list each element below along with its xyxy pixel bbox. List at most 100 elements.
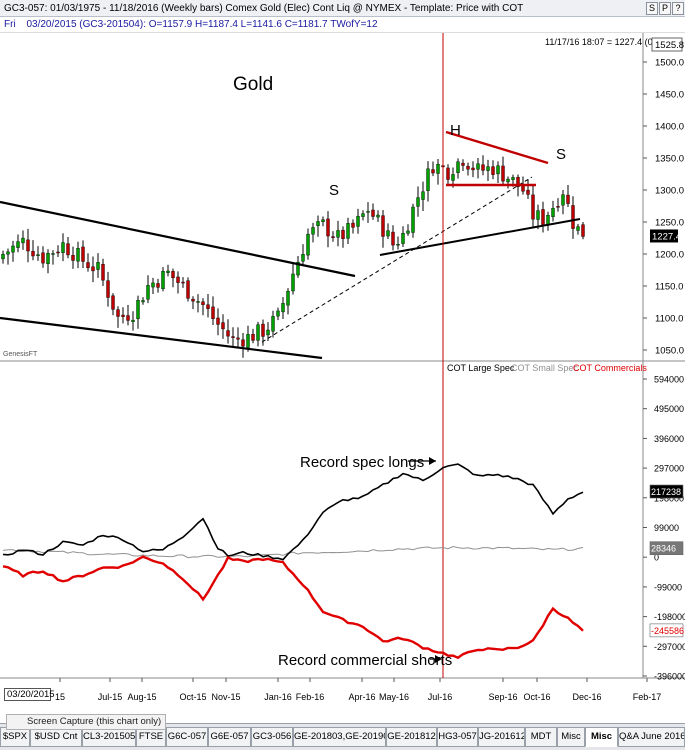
series-large-spec bbox=[2, 463, 584, 561]
red-top-line bbox=[445, 130, 549, 165]
price-tick-label: 1500.0 bbox=[655, 58, 684, 69]
date-box[interactable]: 03/20/2015 bbox=[4, 688, 55, 701]
cot-tick-label: -99000 bbox=[654, 582, 682, 592]
time-tick-label: Feb-17 bbox=[633, 692, 662, 702]
tab-mdt[interactable]: MDT bbox=[525, 727, 557, 747]
candle-up bbox=[306, 233, 310, 256]
commercial-shorts-annotation: Record commercial shorts bbox=[278, 652, 452, 669]
candle-up bbox=[61, 242, 65, 253]
candle-down bbox=[216, 317, 220, 325]
candle-down bbox=[371, 209, 375, 217]
time-tick-label: May-16 bbox=[379, 692, 409, 702]
candle-up bbox=[561, 194, 565, 206]
spec-longs-annotation: Record spec longs bbox=[300, 454, 424, 471]
genesis-watermark: GenesisFT bbox=[3, 351, 38, 358]
candle-up bbox=[11, 245, 15, 253]
candle-down bbox=[31, 251, 35, 257]
candle-up bbox=[476, 163, 480, 170]
tab-hg3-057[interactable]: HG3-057 bbox=[437, 727, 478, 747]
tab--spx[interactable]: $SPX bbox=[0, 727, 30, 747]
cot-tick-label: 594000 bbox=[654, 375, 684, 385]
value-box-commercials-label: -245586 bbox=[651, 626, 684, 636]
tab-ge-201803-ge-201909[interactable]: GE-201803,GE-201909 bbox=[293, 727, 386, 747]
candle-down bbox=[526, 189, 530, 195]
neckline bbox=[379, 218, 581, 256]
candle-up bbox=[21, 237, 25, 244]
cot-tick-label: 396000 bbox=[654, 434, 684, 444]
candle-up bbox=[546, 214, 550, 225]
candle-down bbox=[516, 177, 520, 187]
legend-commercials: COT Commercials bbox=[573, 363, 647, 373]
candle-down bbox=[446, 167, 450, 180]
candle-up bbox=[576, 226, 580, 231]
candle-down bbox=[391, 231, 395, 246]
tab-q-a-june-2016[interactable]: Q&A June 2016 bbox=[618, 727, 685, 747]
candle-down bbox=[341, 229, 345, 240]
time-tick-label: Aug-15 bbox=[127, 692, 156, 702]
tab-gc3-056[interactable]: GC3-056 bbox=[251, 727, 293, 747]
candle-up bbox=[46, 252, 50, 264]
candle-down bbox=[431, 169, 435, 174]
screen-capture-label: Screen Capture (this chart only) bbox=[6, 714, 166, 730]
candle-up bbox=[496, 165, 500, 175]
candle-down bbox=[461, 162, 465, 166]
p-button[interactable]: P bbox=[659, 2, 671, 15]
candle-down bbox=[111, 295, 115, 310]
help-button[interactable]: ? bbox=[672, 2, 684, 15]
time-tick-label: Oct-15 bbox=[179, 692, 206, 702]
price-tick-label: 1050.0 bbox=[655, 346, 684, 357]
tab--usd-cnt[interactable]: $USD Cnt bbox=[30, 727, 82, 747]
tab-jg-201612[interactable]: JG-201612 bbox=[478, 727, 525, 747]
window-titlebar: GC3-057: 01/03/1975 - 11/18/2016 (Weekly… bbox=[0, 0, 685, 17]
candle-down bbox=[481, 164, 485, 171]
candle-up bbox=[96, 262, 100, 270]
candle-up bbox=[456, 161, 460, 173]
tab-misc[interactable]: Misc bbox=[585, 727, 618, 747]
time-tick-label: Feb-16 bbox=[296, 692, 325, 702]
candle-up bbox=[281, 303, 285, 313]
tab-misc[interactable]: Misc bbox=[557, 727, 585, 747]
candle-down bbox=[251, 334, 255, 341]
candle-down bbox=[501, 165, 505, 182]
lower-channel-line bbox=[0, 316, 323, 360]
chart-area[interactable]: 1500.0 1450.0 1400.0 1350.0 1300.0 1250.0 1200… bbox=[0, 33, 685, 723]
candle-down bbox=[186, 280, 190, 299]
candle-up bbox=[536, 210, 540, 220]
candle-up bbox=[166, 270, 170, 273]
tab-ge-201812[interactable]: GE-201812 bbox=[386, 727, 437, 747]
window-title: GC3-057: 01/03/1975 - 11/18/2016 (Weekly… bbox=[4, 3, 524, 14]
candle-down bbox=[326, 218, 330, 237]
candle-down bbox=[556, 206, 560, 208]
info-day: Fri bbox=[4, 19, 16, 30]
value-box-commercials bbox=[649, 623, 684, 638]
time-tick-label: Oct-16 bbox=[523, 692, 550, 702]
candle-down bbox=[261, 323, 265, 337]
tab-g6e-057[interactable]: G6E-057 bbox=[208, 727, 251, 747]
candle-up bbox=[291, 273, 295, 292]
candle-up bbox=[256, 324, 260, 341]
upper-channel-line bbox=[0, 200, 356, 278]
cot-tick-label: -297000 bbox=[654, 642, 685, 652]
price-tick-label: 1350.0 bbox=[655, 154, 684, 165]
tab-cl3-201505[interactable]: CL3-201505 bbox=[82, 727, 136, 747]
candle-down bbox=[236, 337, 240, 340]
candle-up bbox=[416, 197, 420, 207]
candle-down bbox=[471, 167, 475, 171]
chart-background bbox=[0, 33, 685, 723]
candle-down bbox=[231, 336, 235, 338]
candle-up bbox=[356, 215, 360, 227]
tab-g6c-057[interactable]: G6C-057 bbox=[166, 727, 208, 747]
commercial-shorts-arrowhead bbox=[435, 655, 442, 663]
candle-down bbox=[106, 280, 110, 298]
cot-tick-label: 297000 bbox=[654, 464, 684, 474]
s-button[interactable]: S bbox=[646, 2, 658, 15]
price-tick-label: 1200.0 bbox=[655, 250, 684, 261]
candle-up bbox=[386, 230, 390, 237]
candle-down bbox=[521, 185, 525, 192]
info-values: 03/20/2015 (GC3-201504): O=1157.9 H=1187… bbox=[26, 19, 378, 30]
candle-up bbox=[316, 221, 320, 226]
tab-ftse[interactable]: FTSE bbox=[136, 727, 166, 747]
dashed-trend-line bbox=[261, 176, 533, 343]
candle-down bbox=[206, 304, 210, 309]
candle-up bbox=[271, 316, 275, 332]
